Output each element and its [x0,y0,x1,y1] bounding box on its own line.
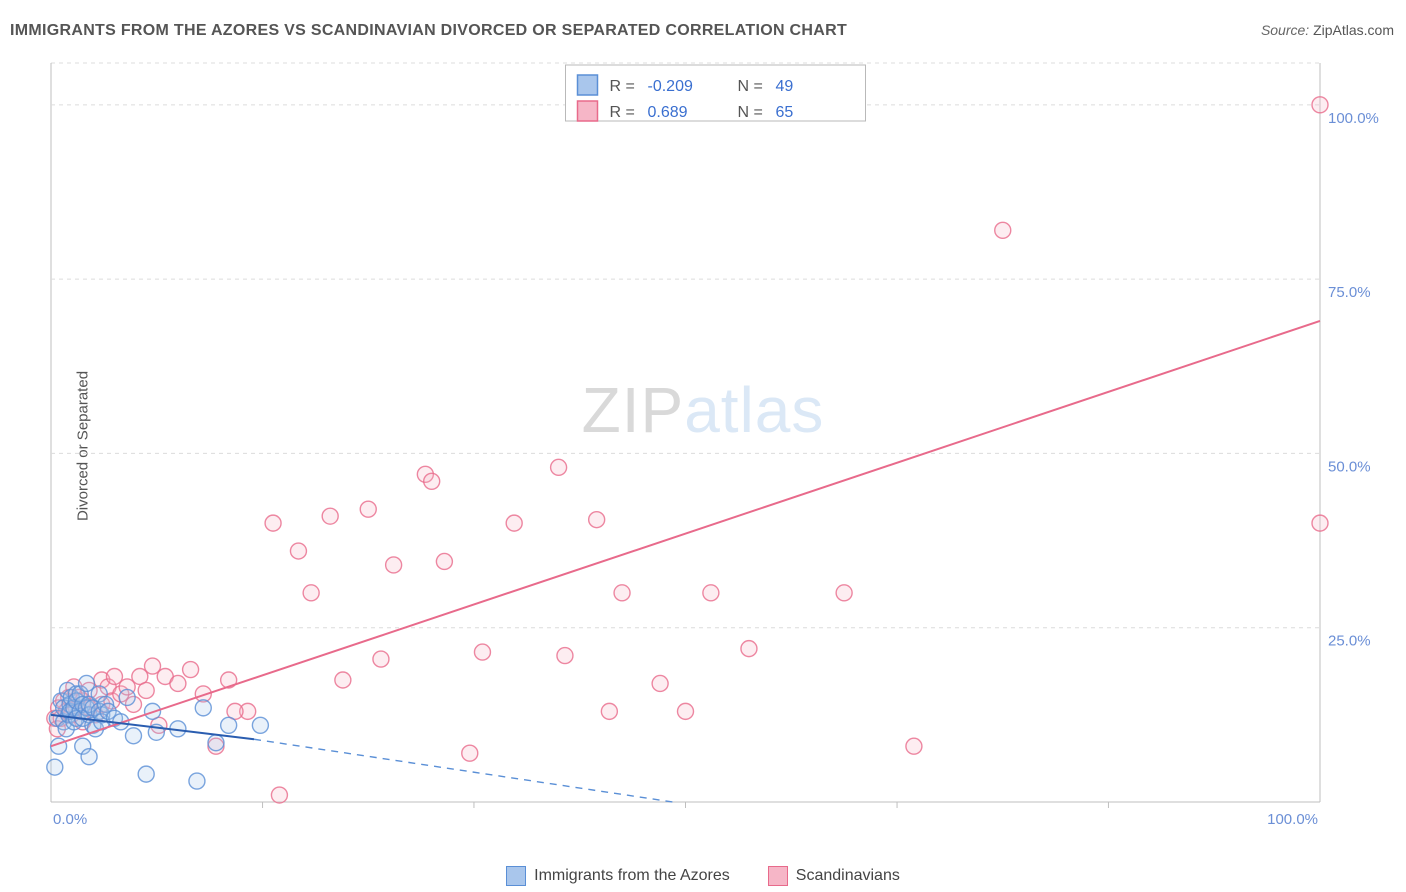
legend-swatch-azores [506,866,526,886]
chart-container: IMMIGRANTS FROM THE AZORES VS SCANDINAVI… [0,0,1406,892]
source-value: ZipAtlas.com [1313,22,1394,38]
scatter-plot: 25.0% 50.0% 75.0% 100.0% 0.0% 100.0% R = -0.209… [45,55,1390,830]
svg-text:N =: N = [738,78,763,95]
svg-text:N =: N = [738,104,763,121]
svg-text:25.0%: 25.0% [1328,633,1371,650]
legend-swatch-scand [768,866,788,886]
svg-text:75.0%: 75.0% [1328,284,1371,301]
legend-item-azores: Immigrants from the Azores [506,866,730,886]
svg-text:R =: R = [610,78,635,95]
legend-label-scand: Scandinavians [796,867,900,885]
source-label: Source: [1261,22,1309,38]
svg-text:R =: R = [610,104,635,121]
svg-text:100.0%: 100.0% [1267,811,1318,828]
svg-text:50.0%: 50.0% [1328,458,1371,475]
svg-text:0.689: 0.689 [648,104,688,121]
legend-label-azores: Immigrants from the Azores [534,867,730,885]
svg-text:-0.209: -0.209 [648,78,693,95]
source-attribution: Source: ZipAtlas.com [1261,22,1394,38]
chart-title: IMMIGRANTS FROM THE AZORES VS SCANDINAVI… [10,22,847,40]
legend-item-scand: Scandinavians [768,866,900,886]
svg-text:0.0%: 0.0% [53,811,87,828]
svg-text:65: 65 [776,104,794,121]
svg-text:49: 49 [776,78,794,95]
bottom-legend: Immigrants from the Azores Scandinavians [0,866,1406,886]
svg-text:100.0%: 100.0% [1328,110,1379,127]
